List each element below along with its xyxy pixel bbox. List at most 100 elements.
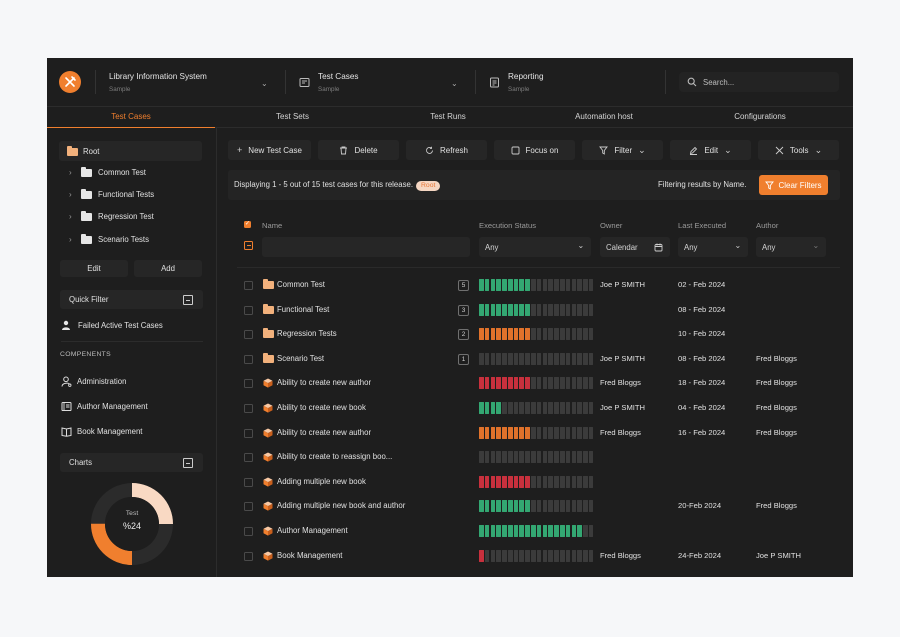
new-test-case-button[interactable]: + New Test Case <box>228 140 311 160</box>
folder-icon <box>67 145 78 156</box>
tree-item-regression-test[interactable]: › Regression Test <box>69 210 154 221</box>
column-header-name[interactable]: Name <box>262 221 283 230</box>
tab-test-cases[interactable]: Test Cases <box>47 107 215 128</box>
table-row[interactable]: Functional Test 3 08 - Feb 2024 <box>217 298 853 322</box>
module-selector[interactable]: Test Cases Sample ⌄ <box>299 58 461 106</box>
row-name[interactable]: Adding multiple new book and author <box>277 501 406 511</box>
report-icon <box>490 77 499 87</box>
row-name[interactable]: Regression Tests <box>277 329 337 339</box>
row-checkbox[interactable] <box>244 502 253 512</box>
row-name[interactable]: Common Test <box>277 280 325 289</box>
row-checkbox[interactable] <box>244 330 253 340</box>
table-row[interactable]: Author Management <box>217 519 853 543</box>
column-header-status[interactable]: Execution Status <box>479 221 536 230</box>
row-checkbox[interactable] <box>244 428 253 438</box>
row-checkbox[interactable] <box>244 551 253 561</box>
tab-test-sets[interactable]: Test Sets <box>276 112 309 121</box>
table-row[interactable]: Ability to create to reassign boo... <box>217 445 853 469</box>
collapse-icon[interactable] <box>183 295 193 305</box>
tab-test-runs[interactable]: Test Runs <box>430 112 466 121</box>
tree-item-scenario-tests[interactable]: › Scenario Tests <box>69 233 149 244</box>
row-name[interactable]: Functional Test <box>277 304 330 314</box>
row-count-badge: 1 <box>458 353 469 365</box>
reporting-link[interactable]: Reporting Sample <box>489 58 649 106</box>
row-name[interactable]: Ability to create new author <box>277 427 372 437</box>
status-segment <box>571 426 577 439</box>
table-row[interactable]: Book Management Fred Bloggs 24-Feb 2024 Joe… <box>217 544 853 568</box>
edit-button[interactable]: Edit <box>60 260 128 277</box>
row-checkbox[interactable] <box>244 379 253 389</box>
table-row[interactable]: Common Test 5 Joe P SMITH 02 - Feb 2024 <box>217 273 853 297</box>
quick-filter-panel[interactable]: Quick Filter <box>60 290 203 309</box>
status-segment <box>513 549 519 562</box>
row-checkbox[interactable] <box>244 281 253 290</box>
executed-filter-select[interactable]: Any ⌄ <box>678 237 748 257</box>
status-segment <box>583 402 588 414</box>
component-administration[interactable]: Administration <box>61 376 126 387</box>
status-segment <box>484 500 490 513</box>
status-segment <box>565 500 571 513</box>
failed-active-filter[interactable]: Failed Active Test Cases <box>61 320 163 330</box>
status-filter-select[interactable]: Any ⌄ <box>479 237 591 257</box>
table-row[interactable]: Ability to create new author Fred Bloggs 1… <box>217 371 853 395</box>
tools-button[interactable]: Tools ⌄ <box>758 140 839 160</box>
status-segment <box>513 279 519 291</box>
status-segment <box>536 475 542 488</box>
column-header-author[interactable]: Author <box>756 221 779 230</box>
filter-button[interactable]: Filter ⌄ <box>582 140 663 160</box>
tree-item-functional-tests[interactable]: › Functional Tests <box>69 188 154 199</box>
app-logo-icon[interactable] <box>59 71 81 93</box>
table-row[interactable]: Adding multiple new book <box>217 470 853 494</box>
author-filter-select[interactable]: Any ⌄ <box>756 237 826 257</box>
tree-root[interactable]: Root <box>59 141 202 161</box>
select-all-checkbox[interactable]: ✓ <box>244 221 251 228</box>
table-row[interactable]: Ability to create new book Joe P SMITH 04 … <box>217 396 853 420</box>
indeterminate-checkbox[interactable] <box>244 241 253 250</box>
table-row[interactable]: Adding multiple new book and author 20-Fe… <box>217 494 853 518</box>
row-name[interactable]: Book Management <box>277 550 343 560</box>
row-checkbox[interactable] <box>244 453 253 463</box>
component-author-management[interactable]: Author Management <box>61 401 148 412</box>
row-checkbox[interactable] <box>244 404 253 413</box>
row-checkbox[interactable] <box>244 354 253 364</box>
execution-status-bar <box>479 451 594 464</box>
row-checkbox[interactable] <box>244 477 253 487</box>
tab-configurations[interactable]: Configurations <box>734 112 786 121</box>
status-segment <box>502 303 507 316</box>
tree-item-common-test[interactable]: › Common Test <box>69 166 146 177</box>
tab-automation-host[interactable]: Automation host <box>575 112 633 121</box>
edit-menu-button[interactable]: Edit ⌄ <box>670 140 751 160</box>
row-name[interactable]: Adding multiple new book <box>277 476 366 486</box>
collapse-icon[interactable] <box>183 458 193 468</box>
table-row[interactable]: Regression Tests 2 10 - Feb 2024 <box>217 322 853 346</box>
project-selector[interactable]: Library Information System Sample ⌄ <box>109 58 271 106</box>
row-author: Fred Bloggs <box>756 501 797 511</box>
admin-user-icon <box>61 376 72 387</box>
table-row[interactable]: Ability to create new author Fred Bloggs 1… <box>217 421 853 445</box>
row-name[interactable]: Scenario Test <box>277 353 325 363</box>
row-checkbox[interactable] <box>244 527 253 536</box>
charts-panel[interactable]: Charts <box>60 453 203 472</box>
refresh-button[interactable]: Refresh <box>406 140 487 160</box>
name-filter-input[interactable] <box>262 237 470 257</box>
root-filter-pill[interactable]: Root <box>416 180 441 191</box>
status-segment <box>542 279 548 291</box>
table-row[interactable]: Scenario Test 1 Joe P SMITH 08 - Feb 2024 Fr… <box>217 347 853 371</box>
add-button[interactable]: Add <box>134 260 202 277</box>
owner-filter-select[interactable]: Calendar <box>600 237 670 257</box>
focus-on-button[interactable]: Focus on <box>494 140 575 160</box>
status-segment <box>513 402 519 414</box>
status-segment <box>490 451 496 464</box>
row-name[interactable]: Ability to create to reassign boo... <box>277 452 393 462</box>
component-book-management[interactable]: Book Management <box>61 426 142 437</box>
row-name[interactable]: Author Management <box>277 526 348 535</box>
row-checkbox[interactable] <box>244 305 253 315</box>
row-name[interactable]: Ability to create new book <box>277 403 366 412</box>
column-header-last-executed[interactable]: Last Executed <box>678 221 727 230</box>
row-name[interactable]: Ability to create new author <box>277 378 372 388</box>
column-header-owner[interactable]: Owner <box>600 221 623 230</box>
delete-button[interactable]: Delete <box>318 140 399 160</box>
status-segment <box>542 525 548 537</box>
search-input[interactable]: Search... <box>679 72 839 92</box>
clear-filters-button[interactable]: Clear Filters <box>759 175 828 195</box>
